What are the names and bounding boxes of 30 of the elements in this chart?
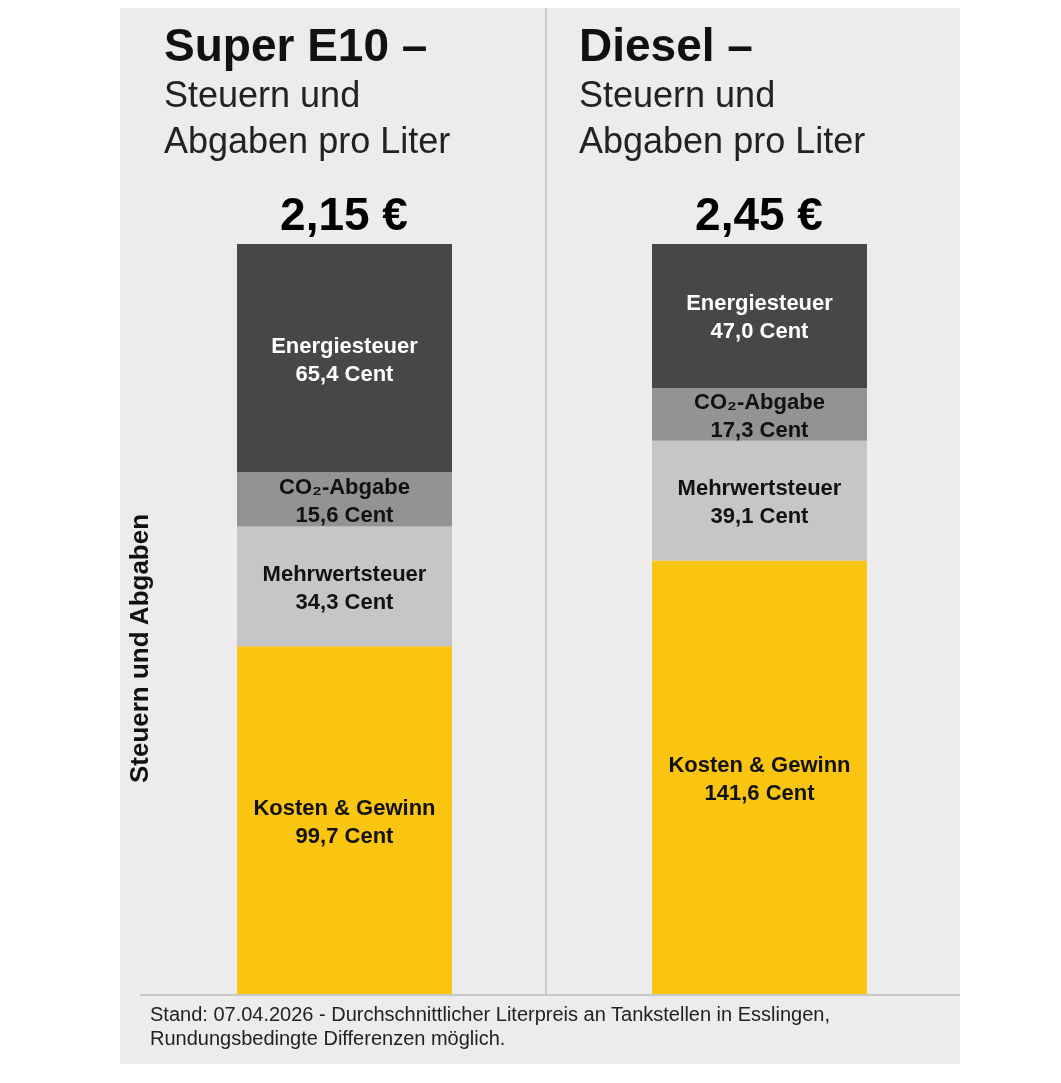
bar	[237, 244, 452, 473]
y-axis-title: Steuern und Abgaben	[124, 513, 156, 783]
series-label: Energiesteuer	[686, 290, 834, 316]
chart-title: Super E10 –	[164, 18, 429, 72]
chart-title: Diesel –	[579, 18, 754, 72]
series-label: Mehrwertsteuer	[262, 560, 427, 586]
series-label: Kosten & Gewinn	[253, 794, 436, 820]
data-label: 39,1 Cent	[710, 503, 810, 529]
bar	[237, 646, 452, 994]
series-label: Kosten & Gewinn	[668, 751, 851, 777]
chart-subtitle: Steuern und Abgaben pro Liter	[579, 73, 867, 163]
annotation: 2,45 €	[695, 188, 823, 240]
series-label: Energiesteuer	[271, 332, 419, 358]
series-label: CO₂-Abgabe	[279, 473, 410, 499]
data-label: 17,3 Cent	[710, 416, 810, 442]
bar	[652, 440, 867, 561]
data-label: 141,6 Cent	[704, 779, 816, 805]
series-label: Mehrwertsteuer	[677, 475, 842, 501]
data-label: 99,7 Cent	[295, 822, 395, 848]
chart-subtitle: Steuern und Abgaben pro Liter	[164, 73, 452, 163]
series-label: CO₂-Abgabe	[694, 388, 825, 414]
data-label: 65,4 Cent	[295, 360, 395, 386]
data-label: 15,6 Cent	[295, 501, 395, 527]
text: Stand: 07.04.2026 - Durchschnittlicher Literpreis an Tankstellen in Esslingen, Rundungsbedingte Differenzen möglich.	[150, 1002, 832, 1050]
annotation: 2,15 €	[280, 188, 408, 240]
data-label: 34,3 Cent	[295, 588, 395, 614]
bar	[237, 526, 452, 647]
bar	[652, 244, 867, 388]
bar	[652, 560, 867, 994]
data-label: 47,0 Cent	[710, 318, 810, 344]
